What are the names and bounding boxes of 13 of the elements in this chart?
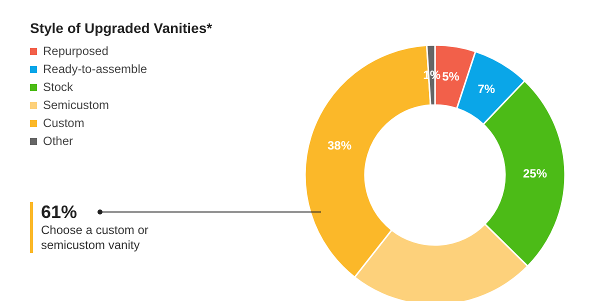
text: Choose a custom or semicustom vanity [41, 223, 150, 253]
legend-label: Repurposed [43, 44, 108, 58]
legend-label: Semicustom [43, 98, 110, 112]
legend-label: Stock [43, 80, 74, 94]
legend-label: Ready-to-assemble [43, 62, 148, 76]
data-label: 5% [442, 69, 460, 84]
data-label: 7% [478, 82, 496, 96]
chart-title: Style of Upgraded Vanities* [30, 20, 212, 36]
data-label: 38% [327, 138, 352, 152]
legend-label: Other [43, 134, 74, 148]
data-label: 25% [522, 166, 548, 180]
legend-label: Custom [43, 116, 84, 130]
text: 61% [41, 202, 78, 223]
